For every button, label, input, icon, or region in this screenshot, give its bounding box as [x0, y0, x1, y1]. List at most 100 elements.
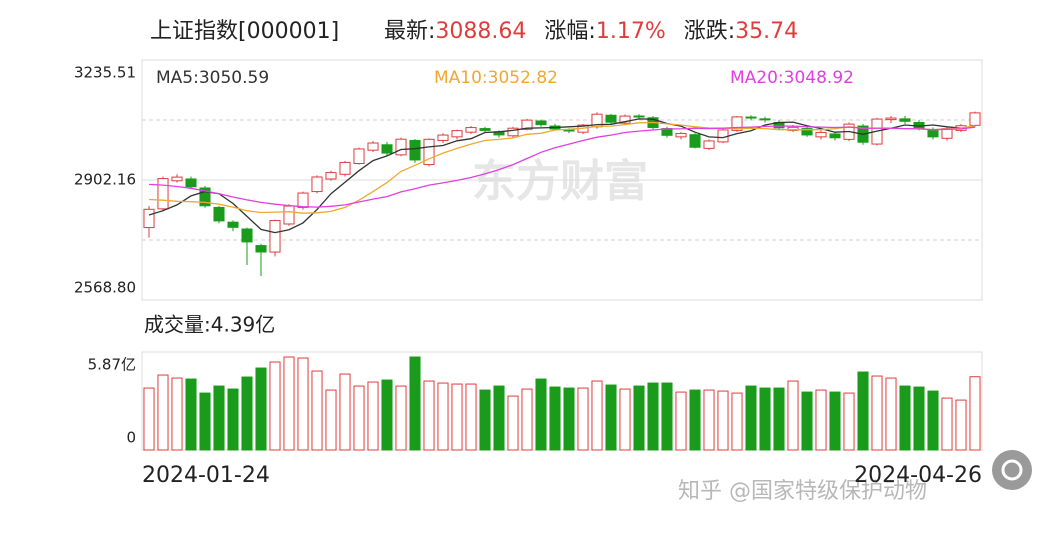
volume-bar	[423, 380, 435, 451]
icon-glyph	[1001, 459, 1023, 481]
volume-bar	[815, 389, 827, 451]
y-tick-label: 2902.16	[74, 170, 136, 188]
candle-body	[143, 208, 155, 229]
candle-body	[409, 139, 421, 161]
volume-bar	[507, 395, 519, 451]
volume-bar	[311, 370, 323, 451]
y-tick-label: 2568.80	[74, 279, 136, 297]
candle-body	[157, 178, 169, 210]
volume-bar	[689, 389, 701, 451]
legend-entry: MA20:3048.92	[730, 68, 854, 88]
volume-title: 成交量:4.39亿	[144, 313, 275, 337]
candle-body	[479, 128, 491, 131]
candle-body	[199, 187, 211, 207]
volume-bar	[479, 389, 491, 451]
volume-bar	[899, 385, 911, 451]
volume-bar	[465, 383, 477, 451]
ma-line	[148, 121, 976, 214]
watermark: 东方财富	[472, 156, 648, 207]
volume-bar	[871, 375, 883, 451]
volume-bar	[549, 386, 561, 451]
stat-label: 涨幅:	[544, 19, 595, 44]
candle-body	[423, 138, 435, 166]
volume-bar	[213, 385, 225, 451]
x-tick-label: 2024-04-26	[854, 463, 982, 488]
candle-body	[885, 117, 897, 121]
y-tick-label: 3235.51	[74, 64, 136, 82]
volume-bar	[955, 399, 967, 451]
candle-body	[507, 127, 519, 137]
candle-body	[185, 178, 197, 188]
candle-body	[521, 119, 533, 130]
candle-body	[787, 126, 799, 131]
volume-bar	[395, 385, 407, 451]
volume-bar	[745, 385, 757, 451]
volume-bar	[885, 377, 897, 451]
candle-body	[745, 116, 757, 119]
volume-bar	[717, 390, 729, 451]
volume-bar	[437, 382, 449, 451]
candle-body	[227, 221, 239, 228]
candle-body	[703, 140, 715, 149]
candle-body	[241, 228, 253, 243]
candle-body	[465, 127, 477, 133]
candle-body	[367, 142, 379, 151]
candle-body	[731, 116, 743, 131]
volume-bar	[325, 389, 337, 451]
volume-bar	[941, 397, 953, 451]
volume-bar	[255, 367, 267, 451]
volume-bar	[577, 387, 589, 451]
volume-bar	[661, 382, 673, 451]
volume-bar	[409, 356, 421, 451]
volume-bar	[521, 388, 533, 451]
volume-bar	[759, 387, 771, 451]
stat-value: 1.17%	[596, 19, 666, 44]
stat-label: 最新:	[384, 19, 435, 44]
candle-body	[381, 144, 393, 154]
volume-bar	[927, 390, 939, 451]
candle-body	[689, 134, 701, 148]
volume-bar	[703, 389, 715, 451]
volume-bar	[857, 371, 869, 451]
volume-tick-label: 5.87亿	[88, 356, 136, 374]
volume-bar	[535, 378, 547, 451]
candle-body	[633, 115, 645, 118]
candle-body	[213, 206, 225, 222]
candle-body	[899, 118, 911, 122]
volume-bar	[353, 385, 365, 451]
candle-body	[801, 128, 813, 136]
volume-bar	[591, 380, 603, 451]
x-tick-label: 2024-01-24	[142, 463, 270, 488]
volume-bar	[801, 391, 813, 451]
candle-body	[353, 148, 365, 164]
volume-bar	[605, 384, 617, 451]
volume-bar	[381, 379, 393, 451]
ma-line	[148, 118, 976, 234]
credit: 知乎 @国家特级保护动物	[678, 479, 927, 504]
volume-bar	[199, 392, 211, 451]
ma-line	[148, 125, 976, 208]
candle-body	[297, 192, 309, 208]
candle-body	[451, 130, 463, 138]
volume-bar	[843, 392, 855, 451]
volume-bar	[269, 361, 281, 451]
candle-body	[171, 176, 183, 182]
candle-body	[437, 134, 449, 141]
stat-label: 涨跌:	[684, 19, 735, 44]
volume-bar	[493, 385, 505, 451]
candle-body	[759, 118, 771, 121]
volume-bar	[171, 377, 183, 451]
volume-bar	[647, 382, 659, 451]
volume-bar	[143, 387, 155, 451]
candle-body	[619, 115, 631, 124]
candle-body	[941, 128, 953, 139]
candle-body	[829, 133, 841, 139]
candle-body	[927, 129, 939, 138]
volume-bar	[633, 385, 645, 451]
stat-value: 3088.64	[435, 19, 526, 44]
header-stats: 最新: 3088.64 涨幅: 1.17% 涨跌: 35.74	[384, 19, 798, 44]
candle-body	[675, 132, 687, 138]
volume-bar	[241, 376, 253, 451]
volume-bar	[367, 381, 379, 451]
